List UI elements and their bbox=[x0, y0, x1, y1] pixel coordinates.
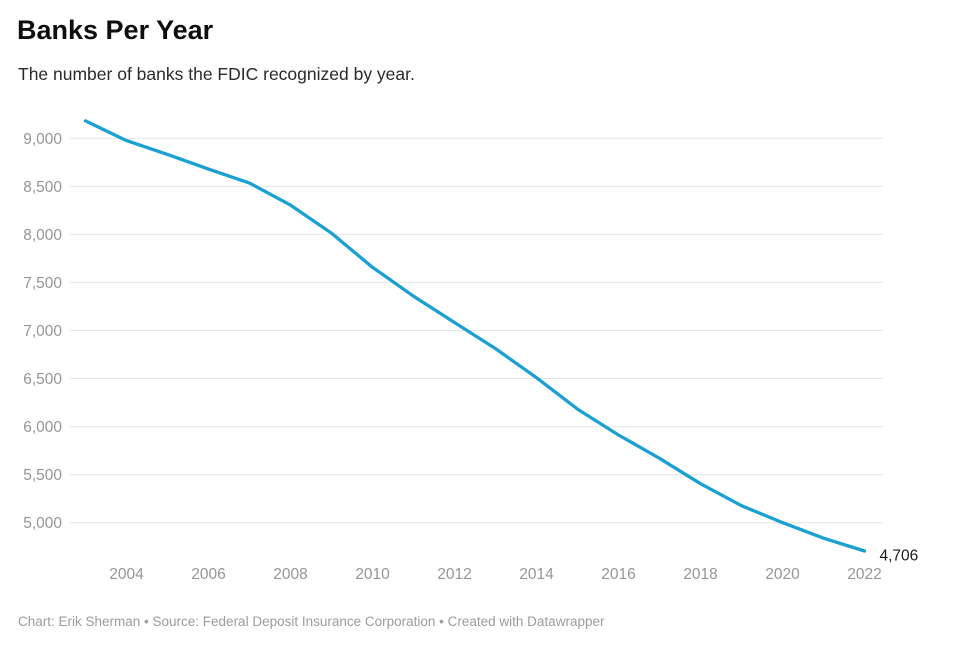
chart-credit-footer: Chart: Erik Sherman • Source: Federal De… bbox=[18, 614, 605, 629]
x-axis-label: 2022 bbox=[847, 566, 881, 583]
x-axis-label: 2012 bbox=[437, 566, 471, 583]
x-axis-label: 2010 bbox=[355, 566, 390, 583]
y-axis-label: 5,500 bbox=[23, 467, 62, 484]
chart-subtitle: The number of banks the FDIC recognized … bbox=[18, 64, 415, 84]
x-axis-label: 2020 bbox=[765, 566, 800, 583]
x-axis-label: 2018 bbox=[683, 566, 717, 583]
x-axis-label: 2016 bbox=[601, 566, 635, 583]
y-axis-label: 6,500 bbox=[23, 371, 62, 388]
end-value-label: 4,706 bbox=[880, 548, 919, 565]
y-axis-label: 9,000 bbox=[23, 131, 62, 148]
x-axis-label: 2008 bbox=[273, 566, 307, 583]
y-axis-label: 7,000 bbox=[23, 323, 62, 340]
y-axis-label: 8,500 bbox=[23, 179, 62, 196]
x-axis-label: 2006 bbox=[191, 566, 225, 583]
y-axis-label: 8,000 bbox=[23, 227, 62, 244]
chart-title: Banks Per Year bbox=[17, 15, 214, 45]
x-axis-label: 2014 bbox=[519, 566, 554, 583]
x-axis-label: 2004 bbox=[109, 566, 144, 583]
y-axis-label: 7,500 bbox=[23, 275, 62, 292]
banks-data-line bbox=[83, 119, 867, 553]
y-axis-label: 6,000 bbox=[23, 419, 62, 436]
y-axis-label: 5,000 bbox=[23, 515, 62, 532]
